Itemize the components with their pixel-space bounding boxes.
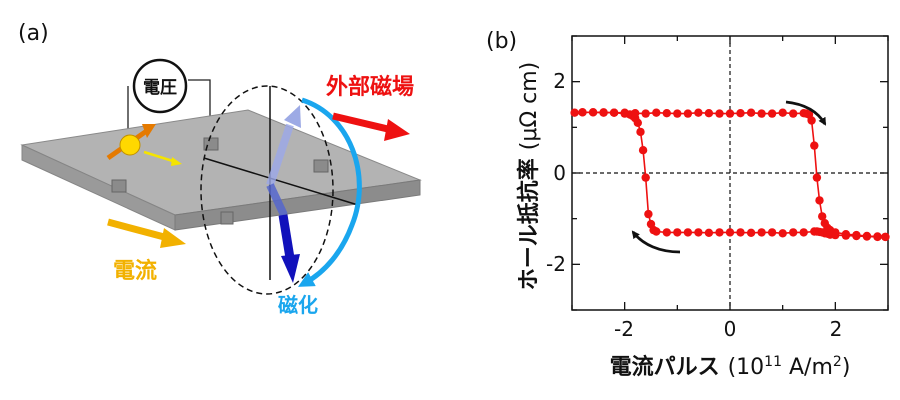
data-point [570, 108, 579, 117]
x-tick-label: 2 [830, 317, 843, 341]
data-point [578, 108, 587, 117]
series-line [582, 111, 886, 238]
data-point [820, 219, 829, 228]
panel-a-label: (a) [18, 21, 49, 46]
data-point [715, 228, 724, 237]
magnetization-vectors [266, 105, 301, 283]
data-point [767, 109, 777, 118]
data-point [638, 146, 648, 155]
x-tick-labels: -2 0 2 [614, 317, 842, 341]
panel-b-label: (b) [486, 29, 517, 54]
data-point [841, 230, 851, 239]
current-arrow [107, 218, 186, 248]
data-point [736, 228, 745, 237]
data-point [746, 228, 756, 237]
y-tick-labels: 2 0 -2 [546, 69, 566, 276]
data-point [818, 212, 827, 221]
y-tick-label: 2 [553, 69, 566, 93]
hysteresis-series [570, 108, 890, 242]
data-point [881, 232, 890, 242]
current-label: 電流 [113, 258, 157, 284]
data-point [633, 118, 642, 128]
data-point [852, 230, 861, 240]
data-point [757, 228, 766, 237]
magnetization-arrow-faded [266, 123, 294, 187]
magnetization-arrowhead-faded [284, 105, 301, 128]
data-point [641, 109, 650, 118]
data-point [810, 141, 819, 150]
voltage-label: 電圧 [143, 78, 177, 98]
external-field-arrow [332, 112, 410, 141]
magnetization-arrow-main [278, 214, 295, 259]
magnetization-label: 磁化 [278, 293, 318, 317]
cross-section-ellipse [200, 85, 334, 295]
data-point [609, 108, 619, 117]
data-point [778, 108, 787, 117]
data-point [862, 231, 872, 241]
data-point [812, 173, 822, 182]
data-point [652, 108, 661, 117]
data-point [683, 109, 693, 118]
data-point [599, 108, 608, 117]
data-point [767, 228, 777, 237]
contact-pad-left [111, 179, 127, 193]
y-tick-label: -2 [546, 252, 566, 276]
zero-lines [572, 36, 888, 310]
voltage-meter-circle [132, 58, 188, 114]
contact-pad-bottom [220, 211, 234, 225]
panel-b-chart: (b) ホール抵抗率 (μΩ cm) 2 0 -2 -2 0 2 電流パルス (10… [486, 29, 890, 380]
data-point [778, 229, 787, 238]
y-axis-title-main: ホール抵抗率 [516, 158, 542, 290]
contact-pad-right [313, 159, 329, 173]
data-point [694, 108, 703, 117]
data-point [636, 127, 645, 137]
data-point [789, 109, 798, 118]
data-point [662, 109, 671, 118]
y-axis-title-unit: (μΩ cm) [517, 62, 542, 151]
svg-text:ホール抵抗率(μΩ cm): ホール抵抗率 (μΩ cm) [516, 62, 542, 291]
panel-a-schematic: (a) 電圧 [18, 21, 422, 317]
sweep-direction-arrow-lower [631, 230, 681, 254]
data-point [641, 173, 650, 182]
magnetization-arrowhead-main [281, 254, 300, 283]
voltage-meter: 電圧 [132, 58, 188, 114]
data-point [620, 108, 629, 117]
data-point [694, 228, 703, 237]
data-point [652, 227, 661, 236]
data-point [673, 228, 682, 237]
y-tick-label: 0 [553, 161, 566, 185]
magnetization-arrow-mid [266, 183, 288, 217]
data-point [715, 109, 724, 118]
sweep-direction-arrow-upper [785, 100, 827, 126]
x-axis-title: 電流パルス (1011 A/m2) [610, 354, 851, 380]
cross-section-horizontal-axis [203, 157, 359, 206]
x-tick-label: -2 [614, 317, 634, 341]
data-point [683, 228, 693, 237]
y-axis-title: ホール抵抗率 (μΩ cm) [516, 62, 542, 291]
data-point [673, 109, 682, 118]
data-point [704, 228, 714, 237]
data-point [815, 196, 824, 205]
data-point [644, 209, 653, 219]
data-point [725, 228, 735, 237]
data-point [746, 108, 756, 117]
x-tick-label: 0 [724, 317, 737, 341]
data-point [725, 109, 735, 118]
axis-ticks [571, 35, 889, 311]
x-axis-title-main: 電流パルス [610, 354, 720, 380]
data-point [757, 109, 766, 118]
data-point [799, 228, 808, 237]
data-point [631, 109, 640, 118]
data-point [662, 228, 671, 237]
data-point [736, 109, 745, 118]
data-point [588, 108, 598, 117]
data-point [799, 109, 808, 118]
external-field-label: 外部磁場 [326, 74, 414, 100]
electron-spin-icon [106, 124, 182, 166]
data-point [873, 232, 882, 241]
data-point [704, 109, 714, 118]
data-point [789, 228, 798, 237]
